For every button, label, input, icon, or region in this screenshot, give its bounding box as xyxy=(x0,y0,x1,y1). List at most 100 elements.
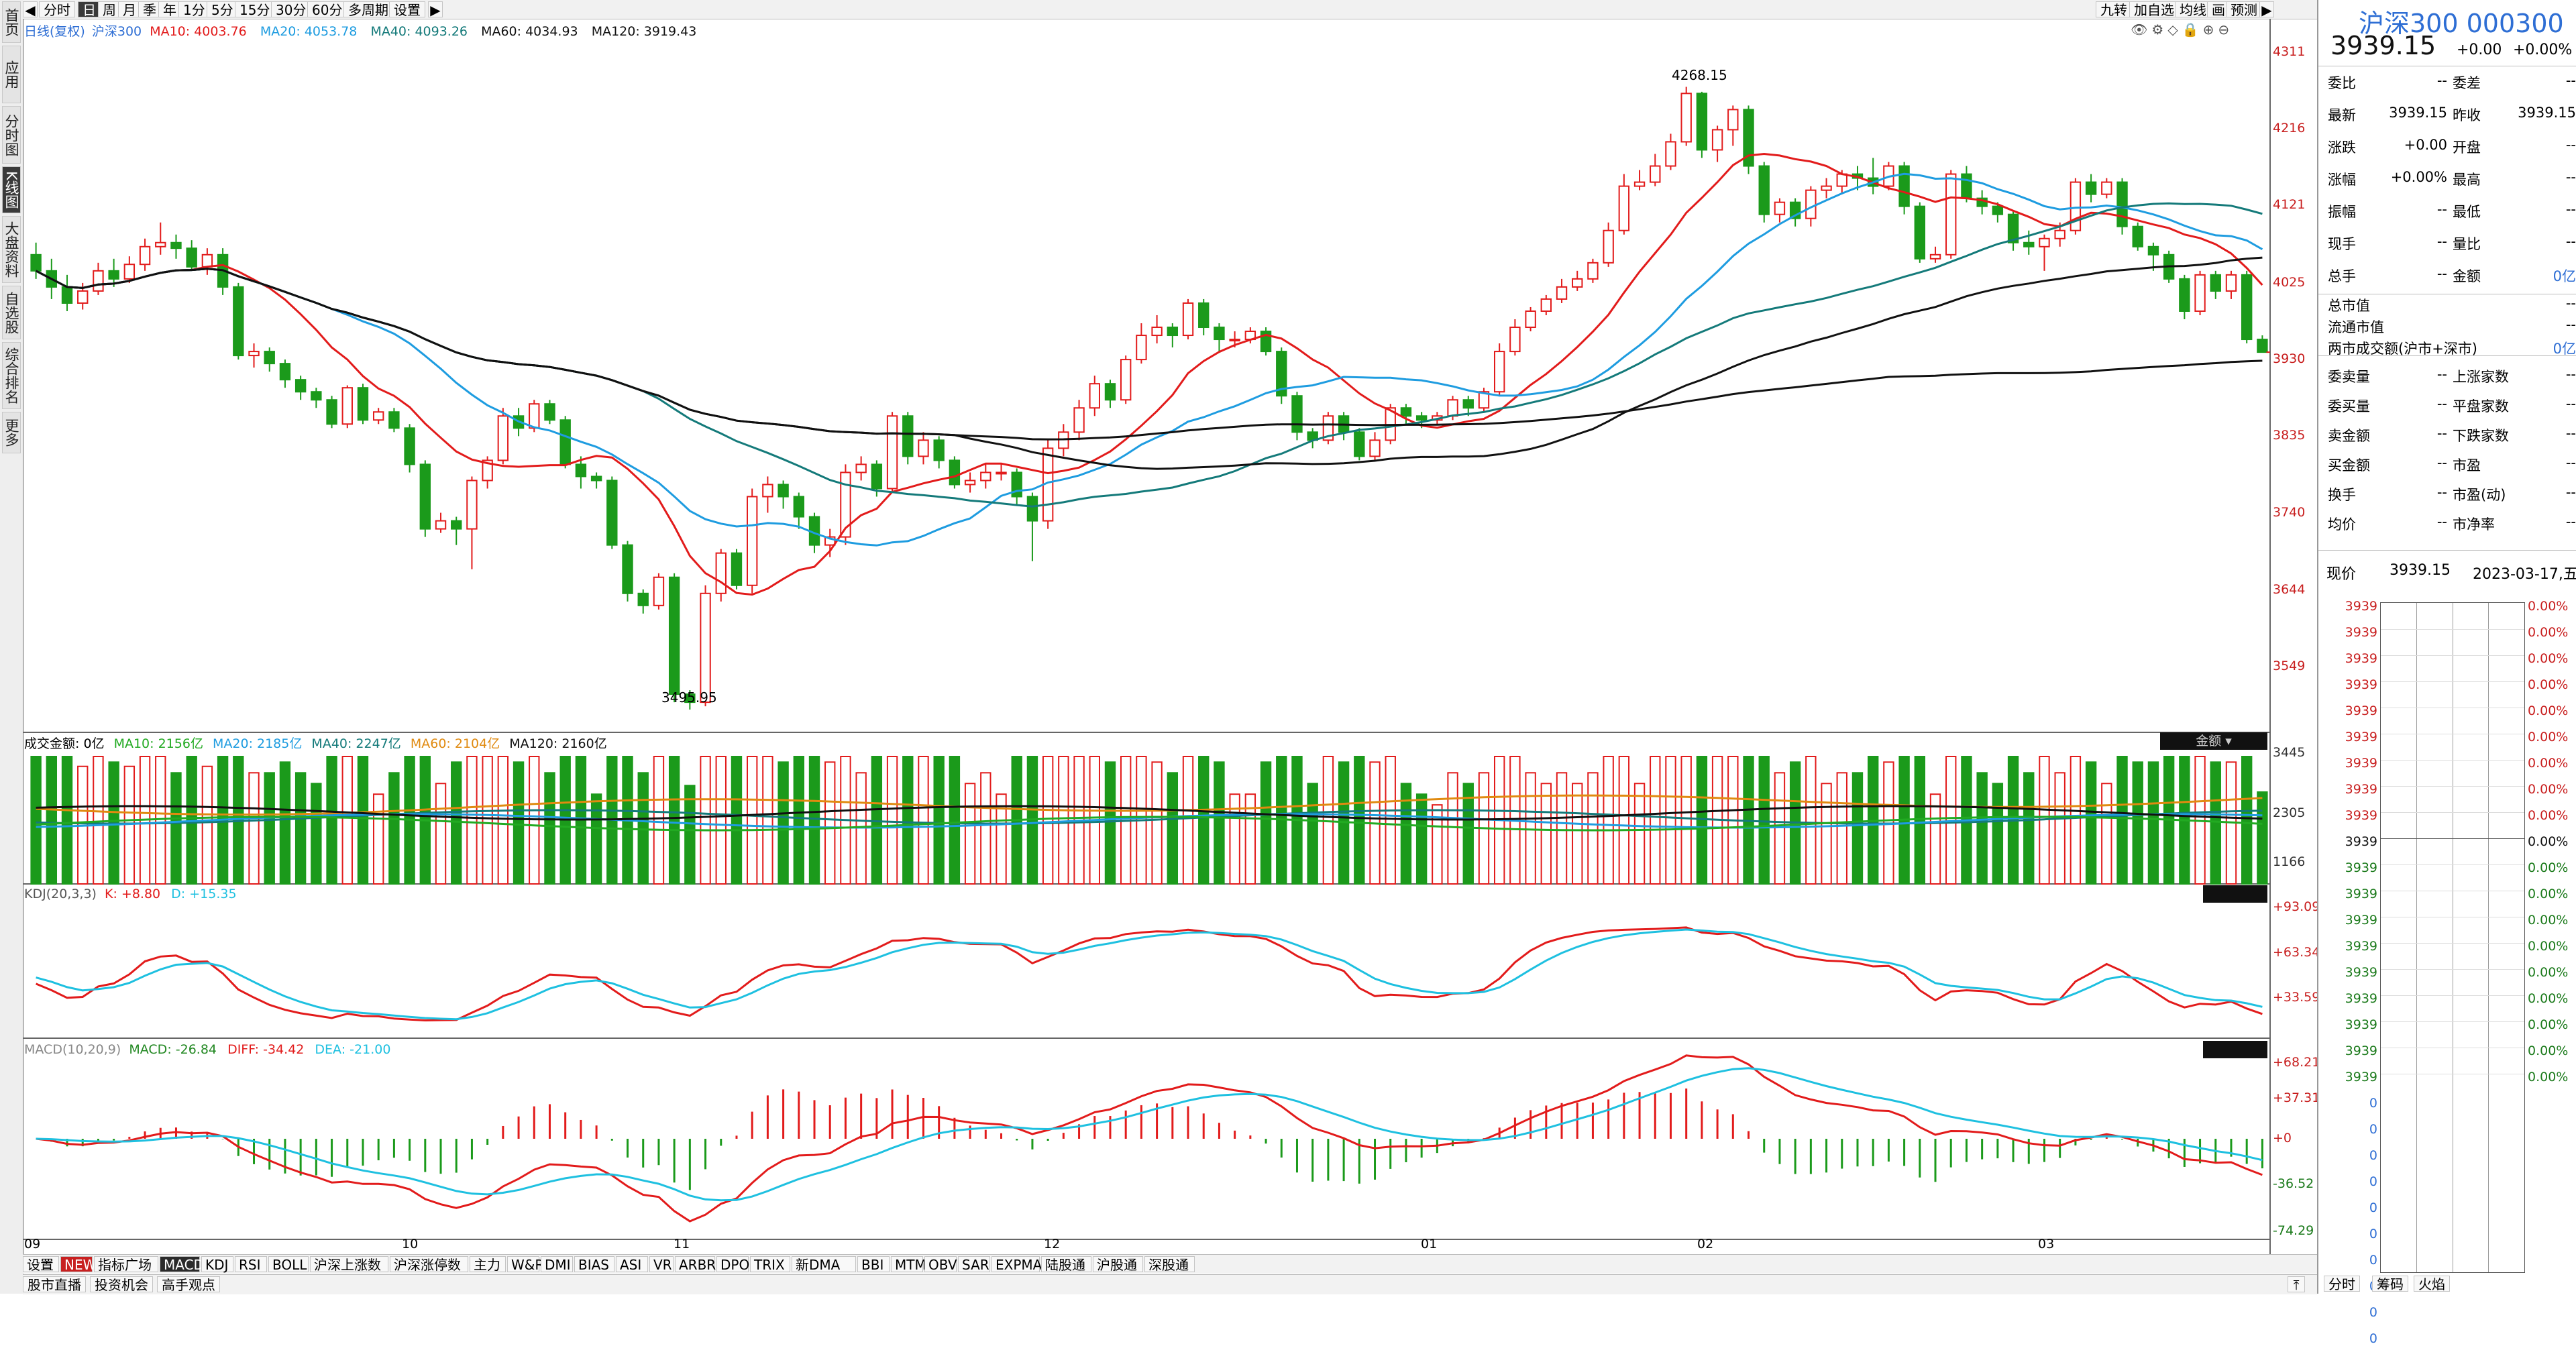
stat-text: -- xyxy=(2436,72,2447,89)
indicator-tab[interactable]: TRIX xyxy=(750,1256,790,1273)
stat-text: 最高 xyxy=(2453,172,2481,188)
axis-tick-label: 3740 xyxy=(2273,504,2306,520)
indicator-tab[interactable]: NEW xyxy=(60,1256,96,1273)
sidebar-item-more[interactable]: 更多 xyxy=(2,412,21,453)
indicator-tab[interactable]: DMI xyxy=(541,1256,573,1273)
prev-arrow-icon[interactable]: ◀ xyxy=(23,1,38,18)
indicator-tab[interactable]: DPO xyxy=(716,1256,749,1273)
sidebar-item-kline[interactable]: K线图 xyxy=(2,166,21,213)
volume-bar xyxy=(949,756,961,885)
axis-tick-label: +33.59 xyxy=(2273,990,2320,1005)
indicator-tab[interactable]: BOLL xyxy=(268,1256,309,1273)
candle xyxy=(1572,270,1583,291)
indicator-tab[interactable]: KDJ xyxy=(201,1256,233,1273)
stat-text: -- xyxy=(2436,366,2447,382)
live-stream-button[interactable]: 股市直播 xyxy=(23,1276,86,1293)
indicator-tab[interactable]: W&R xyxy=(507,1256,544,1273)
pin-top-icon[interactable]: ⤒ xyxy=(2288,1276,2305,1293)
volume-bar xyxy=(482,756,493,885)
chart-tool-icons[interactable]: 👁⚙◇🔒⊕⊖ xyxy=(2131,21,2234,38)
period-tab-quarter[interactable]: 季 xyxy=(138,1,161,18)
indicator-tab[interactable]: MTM xyxy=(891,1256,926,1273)
volume-bar xyxy=(1758,756,1770,885)
ma60-line xyxy=(35,256,2263,470)
kline-chart[interactable] xyxy=(23,19,2317,1254)
period-tab-year[interactable]: 年 xyxy=(158,1,181,18)
collapse-arrow-icon[interactable]: ▶ xyxy=(2259,1,2274,18)
stat-text: -- xyxy=(2565,233,2576,249)
mini-tab-flame[interactable]: 火焰 xyxy=(2414,1276,2450,1292)
sidebar-item-timeshare[interactable]: 分时图 xyxy=(2,106,21,164)
volume-type-dropdown[interactable]: 金额 ▾ xyxy=(2160,732,2267,750)
indicator-tab[interactable]: VR xyxy=(649,1256,674,1273)
indicator-tab[interactable]: 设置 xyxy=(23,1256,59,1273)
indicator-tab[interactable]: BIAS xyxy=(574,1256,614,1273)
indicator-tab[interactable]: 深股通 xyxy=(1144,1256,1195,1273)
period-tab-1min[interactable]: 1分 xyxy=(178,1,210,18)
candle xyxy=(326,396,337,429)
next-arrow-icon[interactable]: ▶ xyxy=(428,1,443,18)
mini-tab-chips[interactable]: 筹码 xyxy=(2372,1276,2408,1292)
mini-left-tick: 3939 xyxy=(2345,1044,2377,1058)
volume-bar xyxy=(1836,772,1847,885)
indicator-tab[interactable]: 沪深上涨数 xyxy=(310,1256,388,1273)
add-watchlist-button[interactable]: 加自选 xyxy=(2129,1,2179,18)
indicator-tab[interactable]: 陆股通 xyxy=(1041,1256,1091,1273)
mini-right-tick: 0.00% xyxy=(2528,991,2569,1006)
kdj-options-button[interactable] xyxy=(2203,885,2267,903)
expert-view-button[interactable]: 高手观点 xyxy=(157,1276,220,1293)
stat-text: 卖金额 xyxy=(2328,428,2370,444)
candle xyxy=(2241,270,2253,344)
indicator-tab[interactable]: OBV xyxy=(924,1256,957,1273)
sidebar-item-ranking[interactable]: 综合排名 xyxy=(2,342,21,409)
indicator-tab[interactable]: 新DMA xyxy=(792,1256,856,1273)
period-tab-week[interactable]: 周 xyxy=(98,1,121,18)
indicator-tab[interactable]: 主力 xyxy=(470,1256,506,1273)
month-label: 03 xyxy=(2038,1237,2055,1251)
volume-bar xyxy=(1572,783,1583,885)
indicator-tab[interactable]: BBI xyxy=(857,1256,890,1273)
indicator-tab[interactable]: 沪股通 xyxy=(1093,1256,1143,1273)
stat-text: 3939.15 xyxy=(2518,105,2576,121)
sidebar-item-watchlist[interactable]: 自选股 xyxy=(2,286,21,339)
nine-turn-button[interactable]: 九转 xyxy=(2096,1,2132,18)
sidebar-item-apps[interactable]: 应用 xyxy=(2,46,21,103)
period-tab-day[interactable]: 日 xyxy=(78,1,101,18)
candle xyxy=(1711,125,1723,162)
period-tab-60min[interactable]: 60分 xyxy=(307,1,347,18)
stat-text: 委卖量 xyxy=(2328,369,2370,385)
candle xyxy=(1821,178,1832,199)
opportunity-button[interactable]: 投资机会 xyxy=(90,1276,153,1293)
indicator-tab[interactable]: 指标广场 xyxy=(94,1256,158,1273)
indicator-tab[interactable]: ASI xyxy=(616,1256,648,1273)
order-row: 委买量 -- 平盘家数 -- xyxy=(2326,389,2576,418)
indicator-tab[interactable]: 沪深涨停数 xyxy=(390,1256,468,1273)
macd-options-button[interactable] xyxy=(2203,1041,2267,1058)
candle xyxy=(279,359,291,388)
sidebar-item-market-info[interactable]: 大盘资料 xyxy=(2,216,21,283)
period-tab-30min[interactable]: 30分 xyxy=(271,1,311,18)
period-tab-15min[interactable]: 15分 xyxy=(235,1,275,18)
indicator-tab[interactable]: SAR xyxy=(958,1256,990,1273)
ma-button[interactable]: 均线 xyxy=(2175,1,2211,18)
candle xyxy=(1493,343,1505,396)
period-tab-timeshare[interactable]: 分时 xyxy=(39,1,75,18)
candle xyxy=(590,472,602,489)
settings-button[interactable]: 设置 xyxy=(389,1,425,18)
indicator-tab[interactable]: MACD xyxy=(160,1256,204,1273)
stat-text: 量比 xyxy=(2453,236,2481,252)
volume-bar xyxy=(731,756,743,885)
indicator-tab[interactable]: ARBR xyxy=(675,1256,716,1273)
mini-left-tick: 3939 xyxy=(2345,756,2377,771)
indicator-tab[interactable]: RSI xyxy=(235,1256,267,1273)
sidebar-item-home[interactable]: 首页 xyxy=(2,1,21,43)
period-tab-month[interactable]: 月 xyxy=(118,1,141,18)
indicator-tab[interactable]: EXPMA xyxy=(991,1256,1042,1273)
candle xyxy=(2194,270,2206,315)
period-tab-multi[interactable]: 多周期 xyxy=(343,1,393,18)
volume-bar xyxy=(2147,761,2159,885)
volume-type-label: 金额 xyxy=(2196,734,2222,748)
period-tab-5min[interactable]: 5分 xyxy=(207,1,238,18)
forecast-button[interactable]: 预测 xyxy=(2226,1,2262,18)
mini-tab-timeshare[interactable]: 分时 xyxy=(2324,1276,2360,1292)
